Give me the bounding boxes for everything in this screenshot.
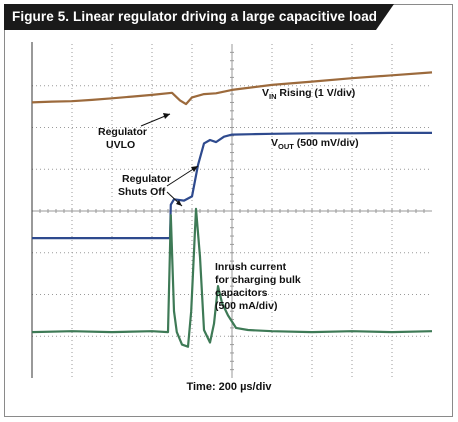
shutoff-arrowhead-lower: [176, 200, 182, 206]
banner-notch: [376, 4, 394, 30]
x-axis-label: Time: 200 µs/div: [186, 381, 272, 393]
inrush-label-line2: for charging bulk: [215, 274, 301, 286]
vin-label: VIN Rising (1 V/div): [262, 87, 355, 101]
inrush-label-line1: Inrush current: [215, 261, 287, 273]
scope-grid: [31, 42, 432, 378]
waveforms: [31, 71, 433, 348]
uvlo-label-line2: UVLO: [106, 139, 135, 151]
figure-title-banner: Figure 5. Linear regulator driving a lar…: [4, 4, 378, 30]
annotations: VIN Rising (1 V/div) VOUT (500 mV/div) R…: [98, 87, 359, 312]
inrush-current-trace: [31, 207, 433, 348]
shutoff-label-line1: Regulator: [122, 173, 171, 185]
shutoff-label-line2: Shuts Off: [118, 186, 166, 198]
uvlo-arrowhead: [163, 113, 170, 119]
shutoff-arrowhead-upper: [191, 166, 198, 172]
inrush-label-line4: (500 mA/div): [215, 300, 277, 312]
figure-title: Figure 5. Linear regulator driving a lar…: [12, 9, 378, 24]
vout-trace: [32, 131, 432, 240]
inrush-label-line3: capacitors: [215, 287, 268, 299]
vin-trace: [31, 71, 433, 106]
vout-label: VOUT (500 mV/div): [271, 137, 359, 151]
uvlo-label-line1: Regulator: [98, 126, 147, 138]
